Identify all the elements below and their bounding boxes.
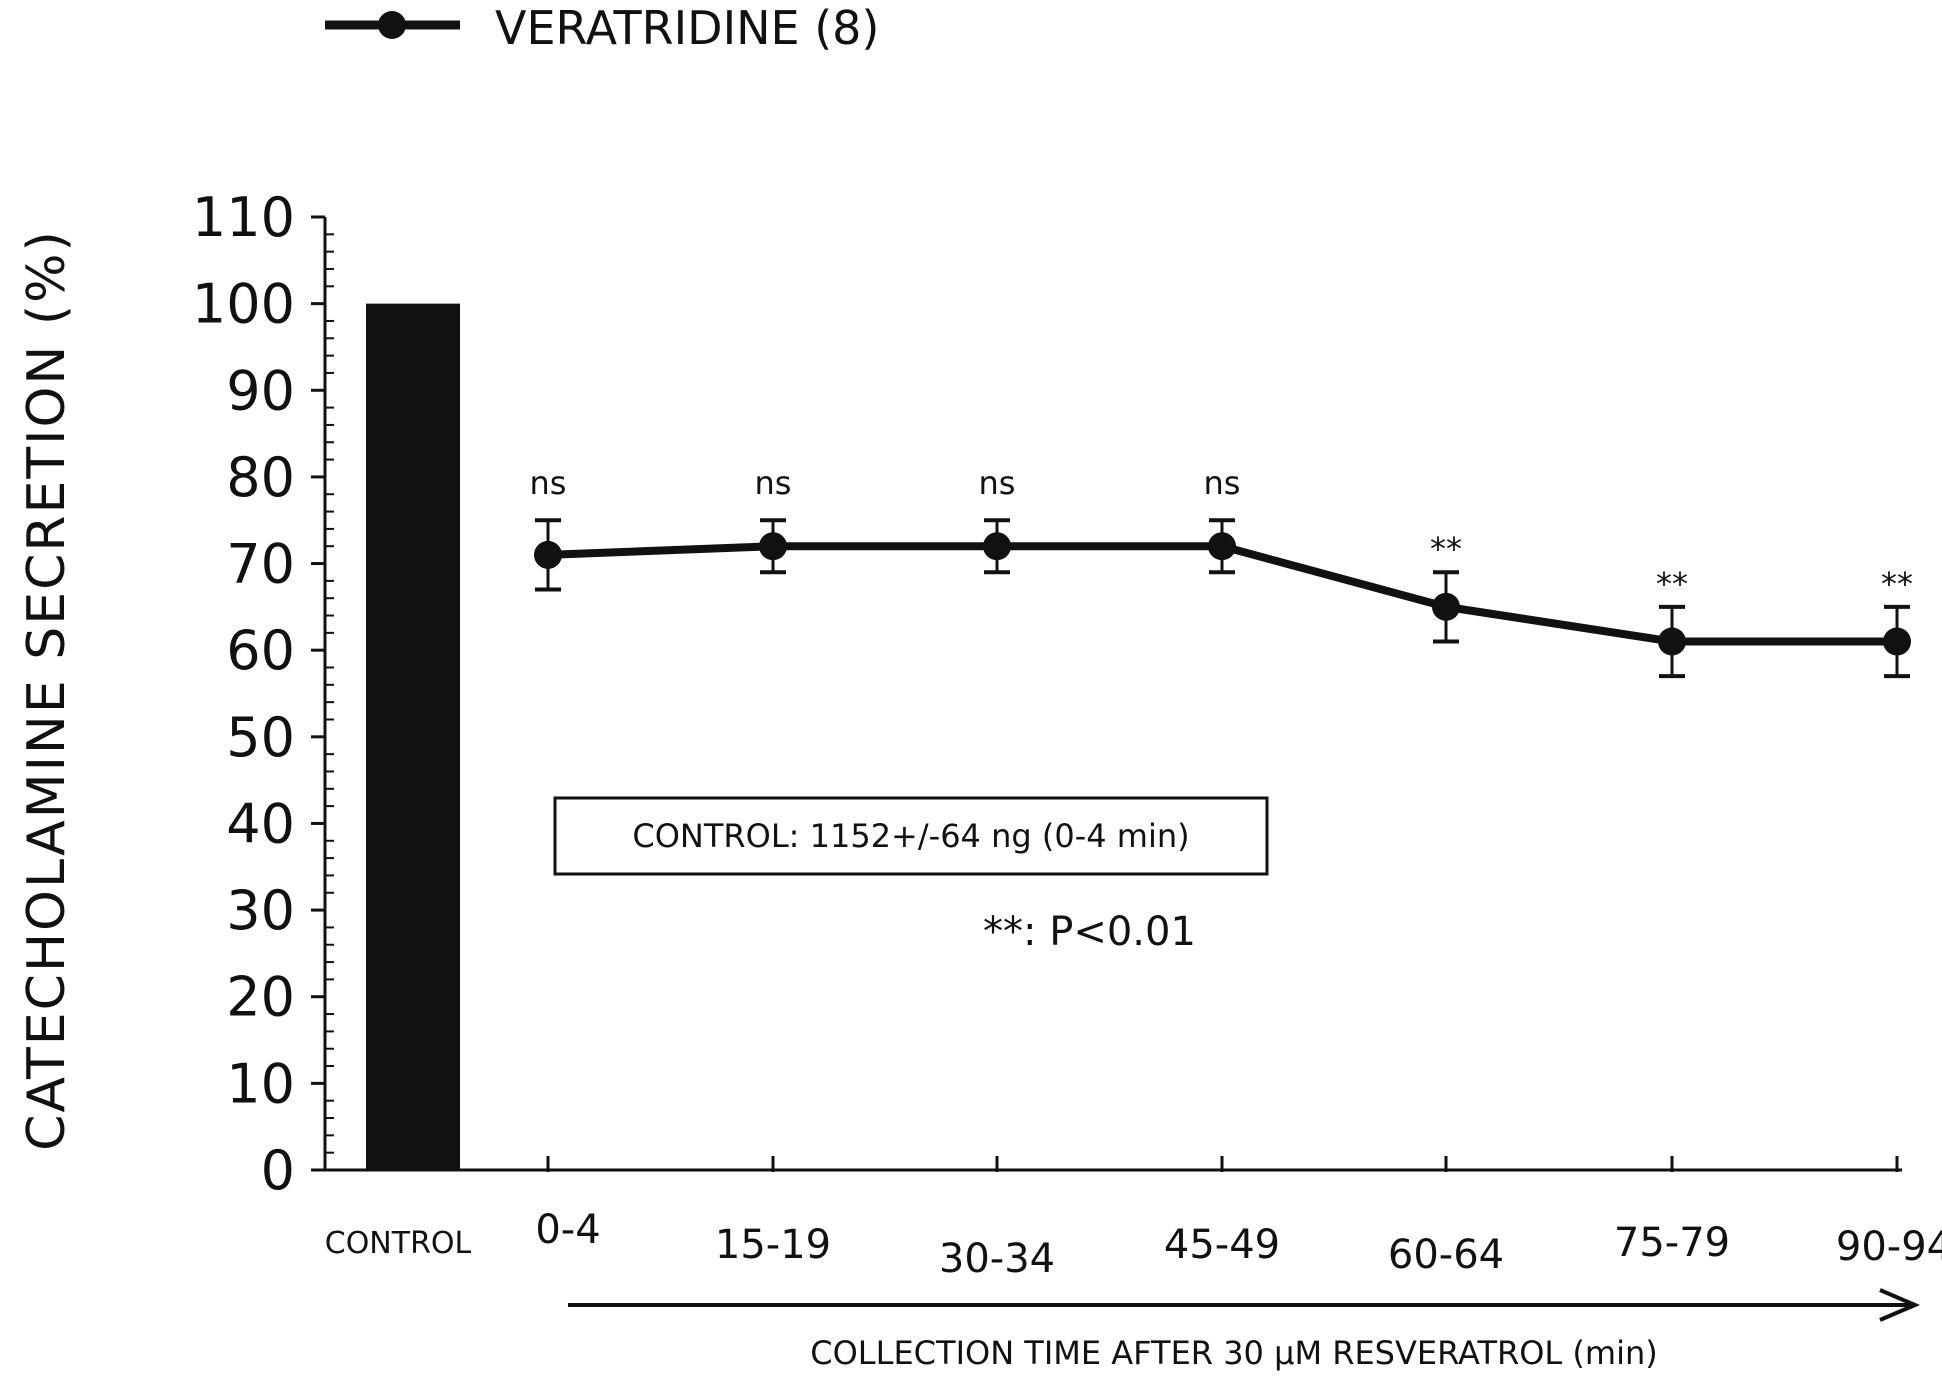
y-tick-label-0: 0 [261, 1139, 295, 1202]
control-note-box [553, 796, 1269, 876]
legend-label: VERATRIDINE (8) [495, 1, 879, 55]
control-bar-group: CONTROL [325, 303, 472, 1261]
y-tick-label-60: 60 [226, 619, 295, 682]
control-label: CONTROL [325, 1226, 472, 1261]
y-ticks: 0 10 20 30 40 50 60 70 80 90 100 110 [192, 186, 334, 1202]
x-ticks: 0-4 15-19 30-34 45-49 60-64 75-79 90-94 [535, 1156, 1942, 1282]
p-value-note: **: P<0.01 [983, 909, 1196, 955]
y-tick-label-110: 110 [192, 186, 295, 249]
y-tick-label-10: 10 [226, 1052, 295, 1115]
x-tick-label-60-64: 60-64 [1388, 1232, 1504, 1278]
significance-label-0-4: ns [530, 464, 567, 502]
significance-label-60-64: ** [1430, 530, 1462, 568]
x-axis-arrow-head [1879, 1288, 1921, 1322]
x-tick-label-75-79: 75-79 [1614, 1220, 1730, 1266]
y-tick-label-70: 70 [226, 533, 295, 596]
data-point-15-19 [759, 532, 787, 561]
data-point-60-64 [1432, 592, 1460, 621]
data-point-75-79 [1658, 627, 1686, 656]
x-tick-label-15-19: 15-19 [715, 1222, 831, 1268]
significance-label-15-19: ns [755, 464, 792, 502]
x-tick-label-45-49: 45-49 [1164, 1222, 1280, 1268]
significance-label-45-49: ns [1204, 464, 1241, 502]
y-tick-label-40: 40 [226, 792, 295, 855]
y-axis-title: CATECHOLAMINE SECRETION (%) [17, 229, 77, 1151]
y-tick-label-80: 80 [226, 446, 295, 509]
y-tick-label-20: 20 [226, 966, 295, 1029]
x-tick-label-0-4: 0-4 [535, 1207, 600, 1253]
series-group: ns ns ns ns ** ** ** [530, 464, 1913, 679]
x-tick-label-90-94: 90-94 [1836, 1224, 1942, 1270]
data-point-30-34 [983, 532, 1011, 561]
significance-label-30-34: ns [979, 464, 1016, 502]
data-point-0-4 [534, 540, 562, 569]
data-point-45-49 [1208, 532, 1236, 561]
y-tick-label-90: 90 [226, 359, 295, 422]
legend-marker [378, 11, 406, 39]
legend: VERATRIDINE (8) [325, 1, 879, 55]
control-note-text: CONTROL: 1152+/-64 ng (0-4 min) [632, 817, 1189, 855]
significance-label-75-79: ** [1656, 565, 1688, 603]
y-tick-label-50: 50 [226, 706, 295, 769]
control-bar [366, 303, 460, 1170]
y-tick-label-30: 30 [226, 879, 295, 942]
x-axis-title: COLLECTION TIME AFTER 30 μM RESVERATROL … [810, 1334, 1657, 1372]
control-note: CONTROL: 1152+/-64 ng (0-4 min) [553, 796, 1269, 876]
x-axis-arrow [568, 1288, 1921, 1322]
significance-label-90-94: ** [1881, 565, 1913, 603]
x-tick-label-30-34: 30-34 [939, 1236, 1055, 1282]
data-point-90-94 [1883, 627, 1911, 656]
y-tick-label-100: 100 [192, 273, 295, 336]
